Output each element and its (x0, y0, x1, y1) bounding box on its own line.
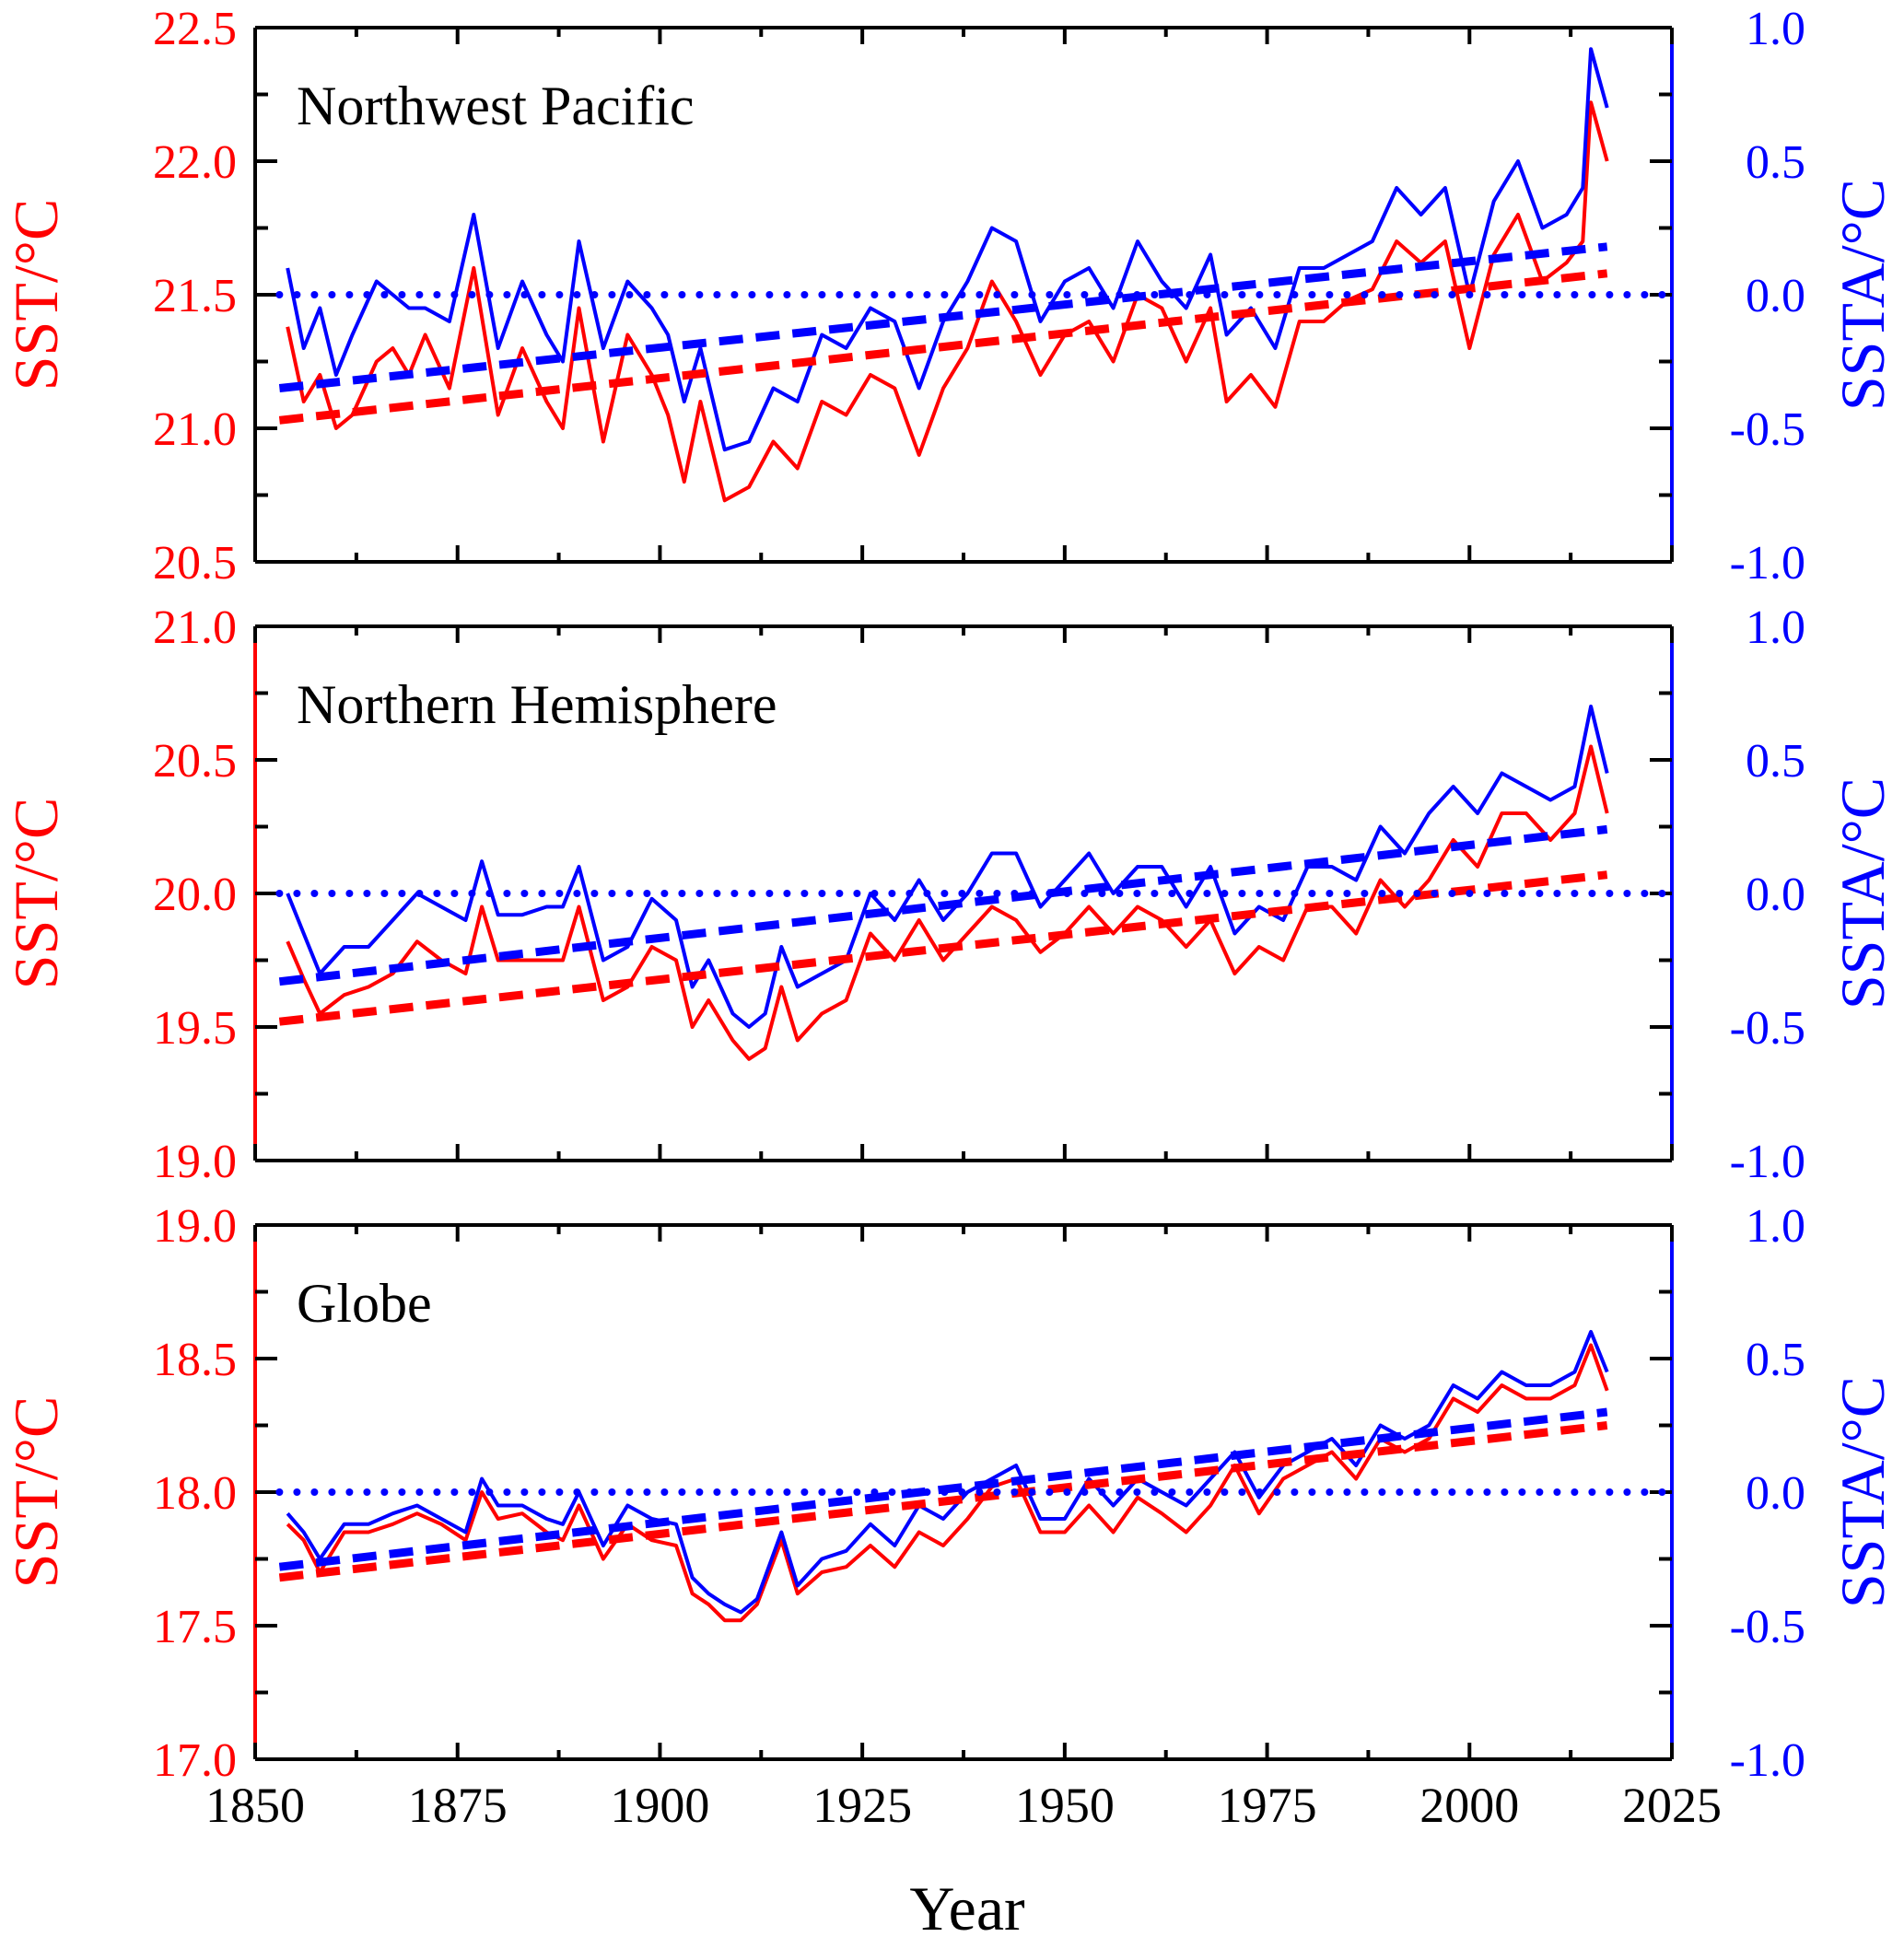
left-tick-label: 19.5 (153, 1002, 237, 1055)
chart-panel-3: 1850 1875 1900 1925 1950 1975 2000 2025 17.0 17.5… (1, 1200, 1898, 1833)
sst-series-line (286, 100, 1609, 503)
right-y-axis-title: SSTA/°C (1828, 179, 1898, 411)
right-tick-label: 0.0 (1746, 270, 1805, 322)
right-y-axis-title: SSTA/°C (1828, 1376, 1898, 1608)
left-tick-label: 17.5 (153, 1601, 237, 1653)
sst-trend-line (278, 269, 1608, 425)
right-tick-label: -1.0 (1730, 1136, 1805, 1188)
ssta-trend-line (278, 824, 1608, 986)
ssta-series-line (286, 705, 1609, 1029)
x-tick-label: 2000 (1419, 1778, 1519, 1833)
sst-trend-line (278, 870, 1608, 1026)
x-tick-label: 1975 (1218, 1778, 1317, 1833)
right-tick-label: 1.0 (1746, 1200, 1805, 1253)
left-tick-label: 20.5 (153, 537, 237, 589)
chart-panel-1: 20.5 21.0 21.5 22.0 22.5 -1.0 -0.5 0.0 0.5 1.0 SST… (1, 3, 1898, 589)
left-y-axis-title: SST/°C (1, 798, 71, 990)
x-tick-label: 1950 (1015, 1778, 1115, 1833)
right-tick-label: 0.0 (1746, 1467, 1805, 1520)
chart-panel-2: 19.0 19.5 20.0 20.5 21.0 -1.0 -0.5 0.0 0.5 1.0 SST… (1, 601, 1898, 1188)
left-y-axis-title: SST/°C (1, 199, 71, 391)
x-tick-label: 1925 (812, 1778, 912, 1833)
panel-title: Northwest Pacific (297, 76, 695, 136)
right-y-axis-title: SSTA/°C (1828, 777, 1898, 1009)
right-tick-label: 1.0 (1746, 3, 1805, 55)
right-tick-label: 0.5 (1746, 136, 1805, 189)
left-tick-label: 20.0 (153, 869, 237, 921)
panel-title: Globe (297, 1273, 432, 1334)
left-tick-label: 20.5 (153, 735, 237, 788)
right-tick-label: -1.0 (1730, 1734, 1805, 1787)
left-tick-label: 17.0 (153, 1734, 237, 1787)
sst-trend-line (278, 1421, 1608, 1582)
left-tick-label: 21.5 (153, 270, 237, 322)
x-tick-label: 1850 (205, 1778, 305, 1833)
sst-series-line (286, 744, 1609, 1061)
left-tick-label: 22.0 (153, 136, 237, 189)
x-tick-label: 1875 (408, 1778, 508, 1833)
right-tick-label: 1.0 (1746, 601, 1805, 654)
ssta-series-line (286, 1330, 1609, 1615)
left-tick-label: 21.0 (153, 601, 237, 654)
right-tick-label: -0.5 (1730, 403, 1805, 456)
right-tick-label: -0.5 (1730, 1601, 1805, 1653)
x-axis-title: Year (909, 1873, 1025, 1937)
left-tick-label: 18.0 (153, 1467, 237, 1520)
left-y-axis-title: SST/°C (1, 1396, 71, 1589)
x-tick-label: 2025 (1622, 1778, 1722, 1833)
left-tick-label: 21.0 (153, 403, 237, 456)
x-tick-label: 1900 (610, 1778, 709, 1833)
left-tick-label: 19.0 (153, 1200, 237, 1253)
right-tick-label: -1.0 (1730, 537, 1805, 589)
right-tick-label: 0.5 (1746, 1334, 1805, 1386)
right-tick-label: -0.5 (1730, 1002, 1805, 1055)
left-tick-label: 18.5 (153, 1334, 237, 1386)
panel-title: Northern Hemisphere (297, 674, 777, 735)
ssta-trend-line (278, 242, 1608, 392)
right-tick-label: 0.5 (1746, 735, 1805, 788)
left-tick-label: 22.5 (153, 3, 237, 55)
left-tick-label: 19.0 (153, 1136, 237, 1188)
right-tick-label: 0.0 (1746, 869, 1805, 921)
ssta-series-line (286, 47, 1609, 452)
